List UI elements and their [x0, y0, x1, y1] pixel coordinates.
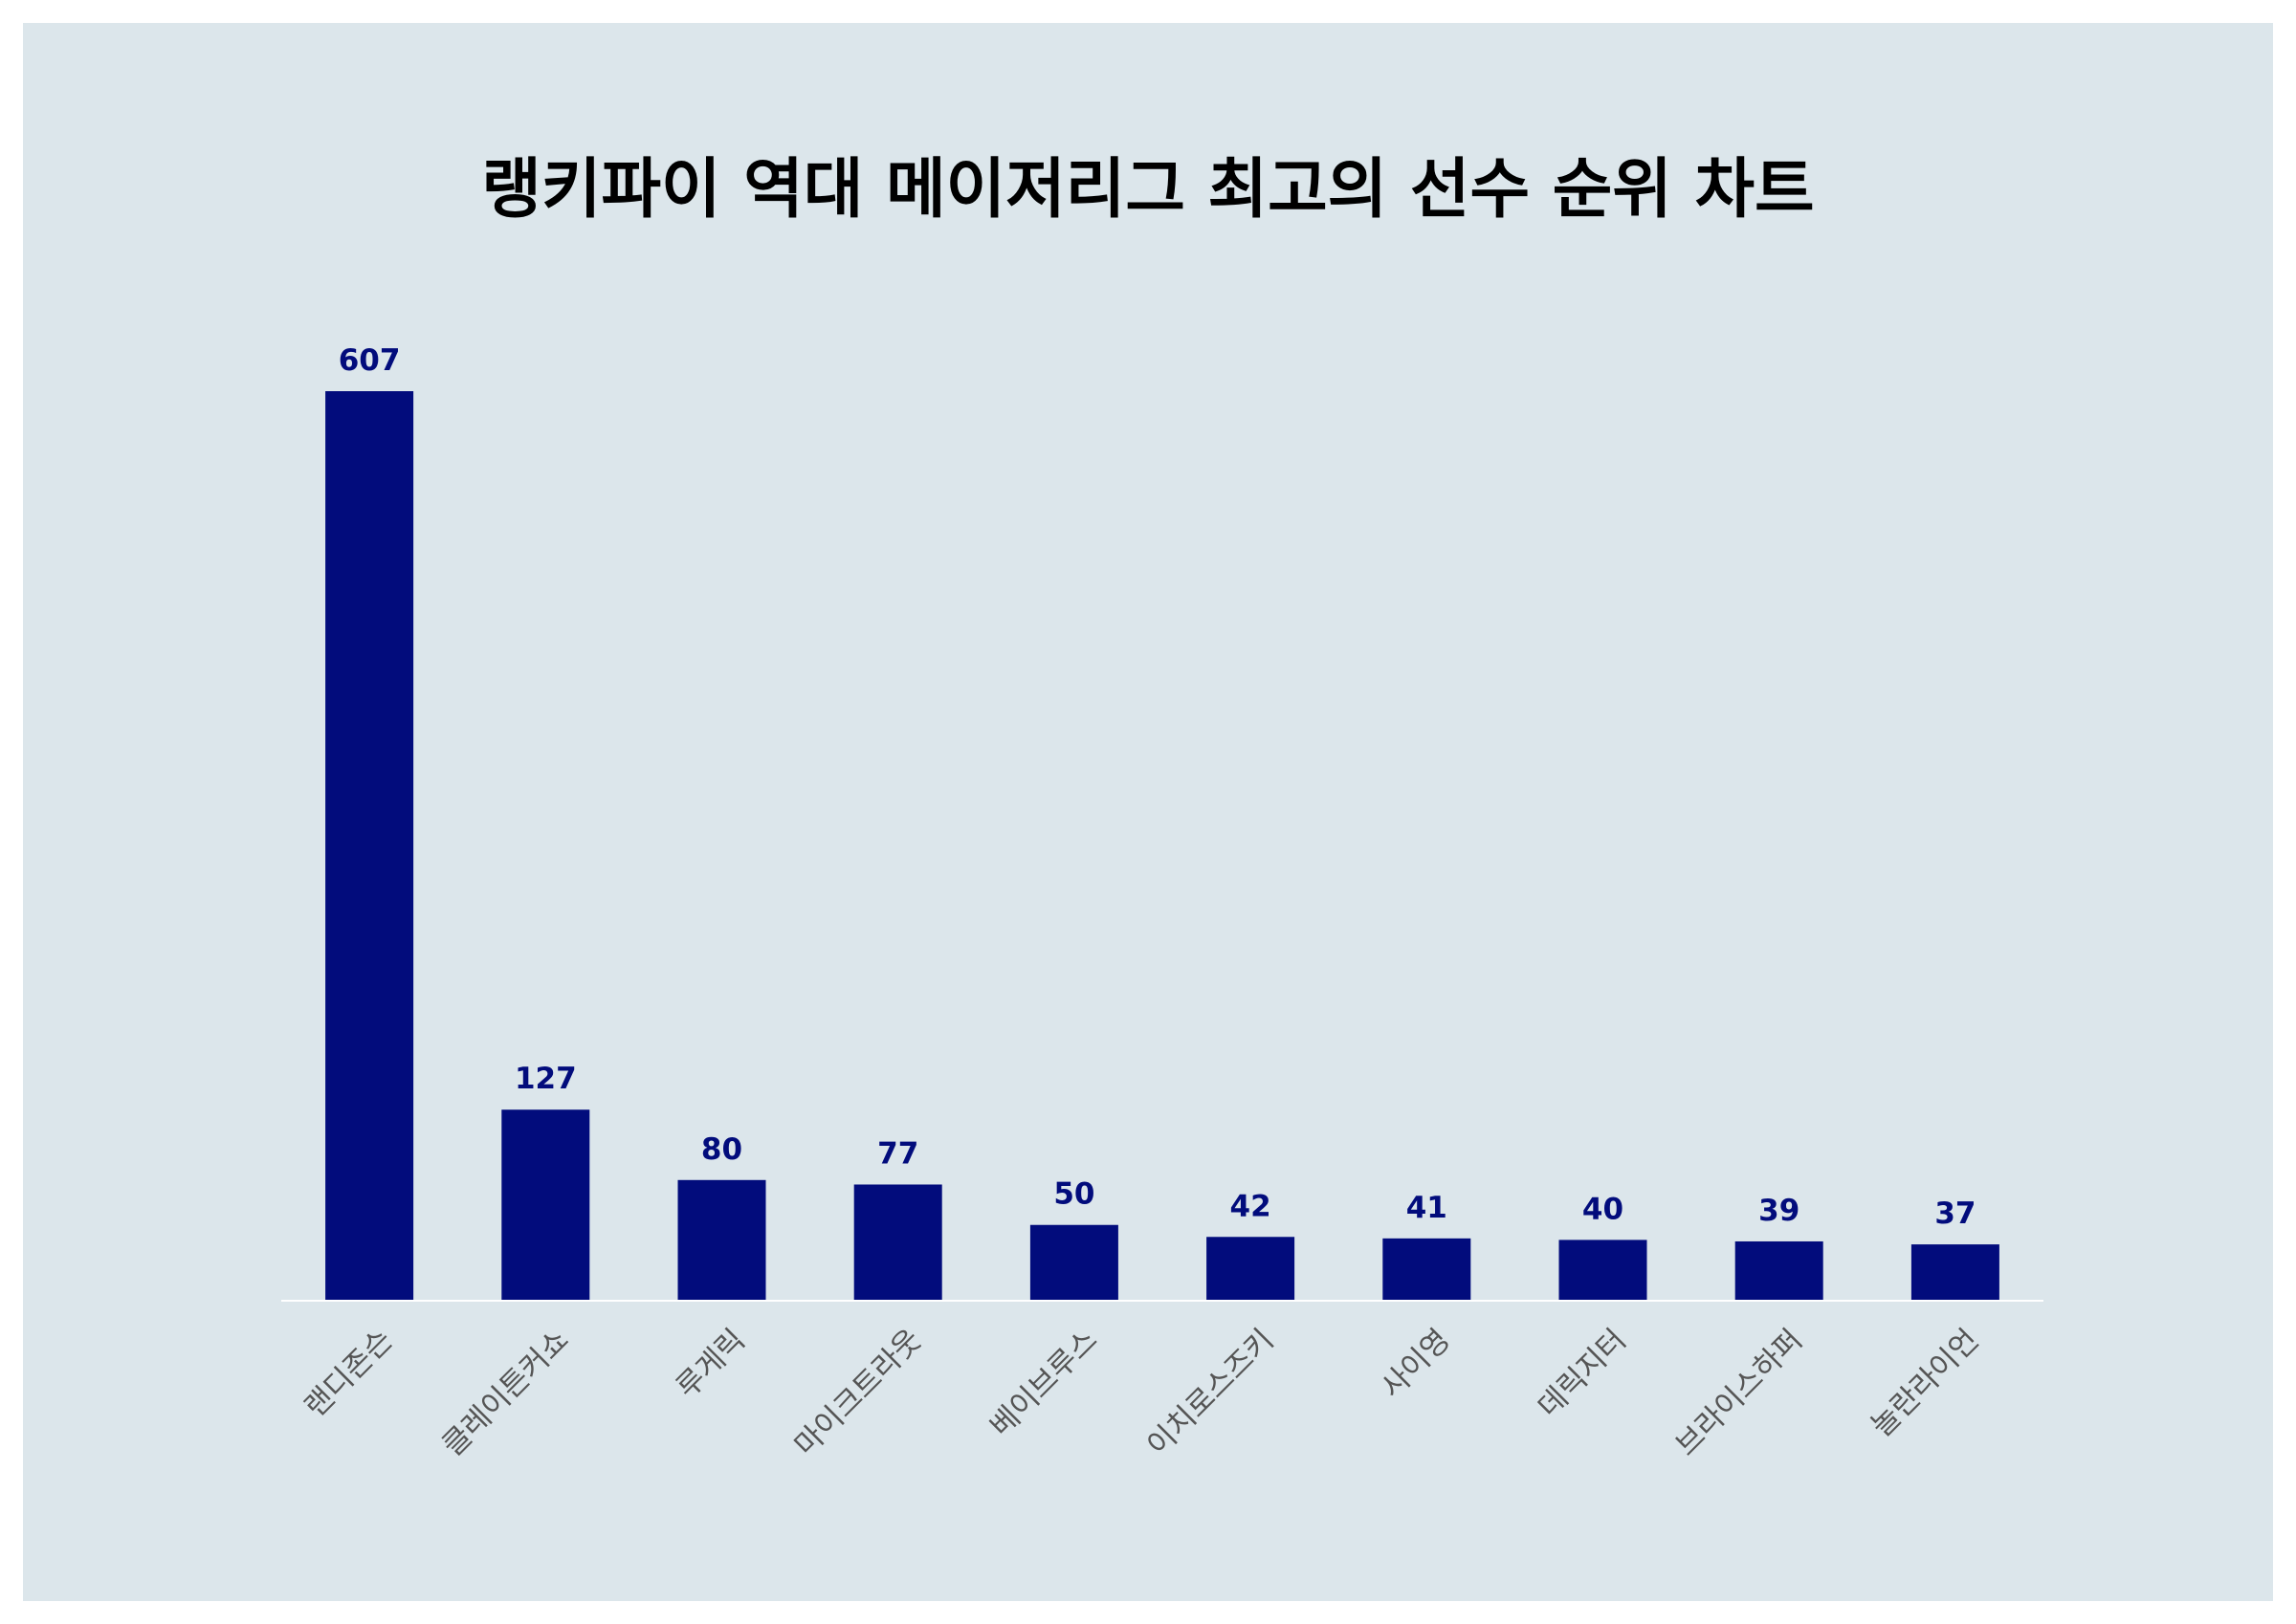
data-label-3: 80	[701, 1132, 742, 1167]
bar-3	[677, 1179, 766, 1300]
x-tick-label-4: 마이크트라웃	[788, 1323, 928, 1462]
x-tick-label-1: 랜디존슨	[298, 1323, 399, 1424]
bar-9	[1734, 1240, 1823, 1300]
x-tick-label-7: 사이영	[1375, 1323, 1457, 1405]
bar-7	[1382, 1238, 1471, 1300]
data-label-8: 40	[1582, 1192, 1623, 1226]
data-label-5: 50	[1053, 1177, 1094, 1212]
bar-1	[325, 391, 414, 1300]
bar-8	[1558, 1240, 1647, 1300]
bar-6	[1206, 1237, 1295, 1300]
data-label-9: 39	[1758, 1194, 1799, 1228]
x-tick-label-8: 데릭지터	[1532, 1323, 1633, 1424]
bar-5	[1029, 1224, 1118, 1300]
x-tick-label-6: 이치로스즈키	[1140, 1323, 1280, 1462]
x-tick-label-10: 놀란라이언	[1865, 1323, 1985, 1443]
chart-title: 랭키파이 역대 메이저리그 최고의 선수 순위 차트	[481, 152, 1815, 228]
bar-10	[1910, 1244, 1999, 1300]
x-tick-label-5: 베이브루스	[983, 1323, 1104, 1443]
data-label-7: 41	[1406, 1191, 1447, 1225]
data-label-10: 37	[1934, 1196, 1976, 1231]
x-tick-label-3: 루게릭	[670, 1323, 752, 1405]
chart-panel: 랭키파이 역대 메이저리그 최고의 선수 순위 차트 607 랜디존슨 127 클레이…	[23, 23, 2273, 1601]
x-tick-label-9: 브라이스하퍼	[1669, 1323, 1809, 1462]
data-label-1: 607	[339, 343, 401, 378]
bar-2	[501, 1109, 590, 1300]
data-label-4: 77	[877, 1136, 918, 1171]
bar-chart: 607 랜디존슨 127 클레이튼커쇼 80 루게릭 77 마이크트라웃 50 베이브루스 42 이치…	[281, 343, 2043, 1463]
x-tick-label-2: 클레이튼커쇼	[435, 1323, 575, 1462]
data-label-2: 127	[515, 1062, 577, 1096]
bar-4	[853, 1184, 942, 1300]
data-label-6: 42	[1230, 1189, 1271, 1223]
